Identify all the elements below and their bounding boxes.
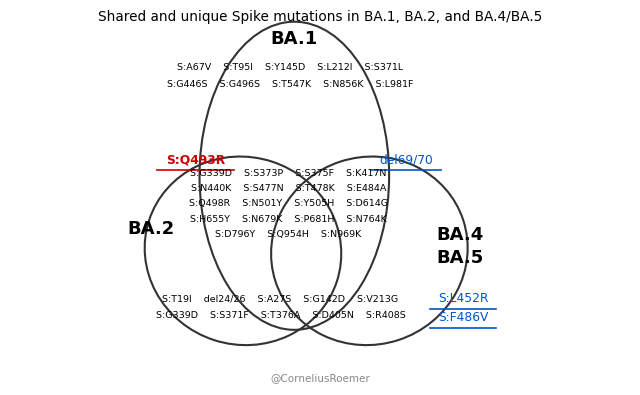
Text: @CorneliusRoemer: @CorneliusRoemer (270, 373, 370, 383)
Text: S:Q493R: S:Q493R (166, 154, 225, 166)
Text: del69/70: del69/70 (380, 154, 433, 166)
Text: S:A67V    S:T95I    S:Y145D    S:L212I    S:S371L: S:A67V S:T95I S:Y145D S:L212I S:S371L (177, 63, 403, 71)
Text: S:G446S    S:G496S    S:T547K    S:N856K    S:L981F: S:G446S S:G496S S:T547K S:N856K S:L981F (167, 80, 413, 89)
Text: S:L452R: S:L452R (438, 292, 488, 305)
Text: S:T19I    del24/26    S:A27S    S:G142D    S:V213G: S:T19I del24/26 S:A27S S:G142D S:V213G (163, 295, 399, 304)
Text: BA.1: BA.1 (271, 30, 318, 48)
Text: S:G339D    S:S371F    S:T376A    S:D405N    S:R408S: S:G339D S:S371F S:T376A S:D405N S:R408S (156, 312, 405, 320)
Text: S:D796Y    S:Q954H    S:N969K: S:D796Y S:Q954H S:N969K (215, 230, 362, 239)
Text: S:F486V: S:F486V (438, 312, 488, 324)
Text: Shared and unique Spike mutations in BA.1, BA.2, and BA.4/BA.5: Shared and unique Spike mutations in BA.… (98, 10, 542, 24)
Text: S:G339D    S:S373P    S:S375F    S:K417N: S:G339D S:S373P S:S375F S:K417N (190, 169, 387, 177)
Text: S:H655Y    S:N679K    S:P681H    S:N764K: S:H655Y S:N679K S:P681H S:N764K (190, 215, 387, 224)
Text: BA.4
BA.5: BA.4 BA.5 (436, 226, 484, 267)
Text: BA.2: BA.2 (127, 220, 175, 238)
Text: S:Q498R    S:N501Y    S:Y505H    S:D614G: S:Q498R S:N501Y S:Y505H S:D614G (189, 199, 388, 208)
Text: S:N440K    S:S477N    S:T478K    S:E484A: S:N440K S:S477N S:T478K S:E484A (191, 184, 386, 193)
